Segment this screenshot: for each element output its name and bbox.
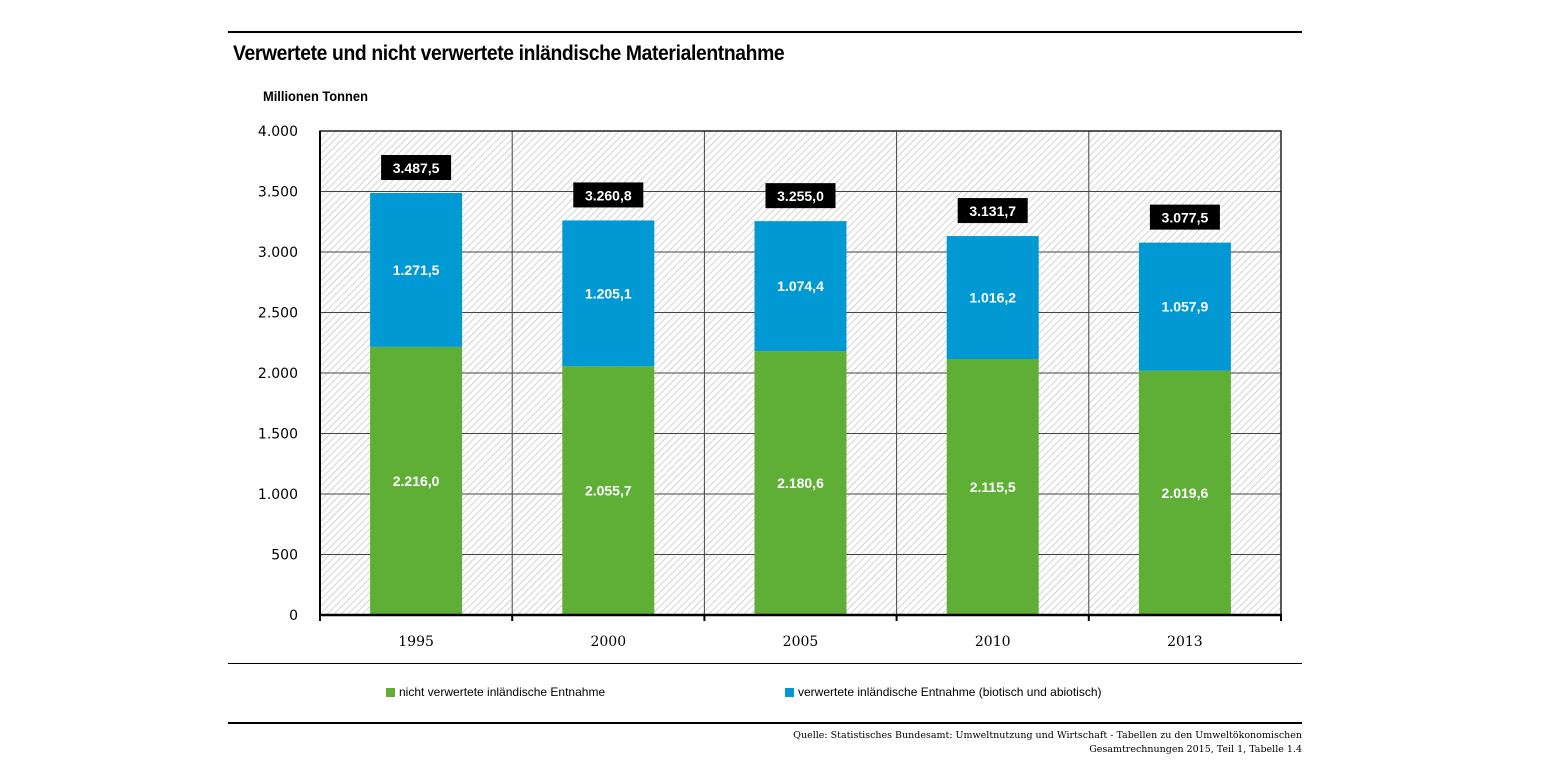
source-line-1: Quelle: Statistisches Bundesamt: Umweltn… bbox=[793, 730, 1302, 741]
legend-divider bbox=[228, 663, 1302, 664]
x-tick-label: 2000 bbox=[590, 634, 626, 650]
y-tick-label: 2.500 bbox=[258, 306, 298, 322]
total-label-box bbox=[573, 182, 644, 208]
bar-segment-2005-nicht-verwertet bbox=[754, 351, 847, 615]
bar-segment-2010-verwertet bbox=[946, 236, 1039, 360]
x-tick-label: 1995 bbox=[398, 634, 434, 650]
bar-segment-2000-verwertet bbox=[562, 220, 655, 367]
y-tick-label: 500 bbox=[271, 548, 298, 564]
legend-label: verwertete inländische Entnahme (biotisc… bbox=[798, 685, 1102, 699]
bar-value-label: 1.016,2 bbox=[969, 290, 1016, 306]
bar-value-label: 1.205,1 bbox=[585, 285, 632, 301]
total-label-box bbox=[765, 183, 836, 209]
legend-label: nicht verwertete inländische Entnahme bbox=[399, 685, 606, 699]
legend-item-nicht-verwertete: nicht verwertete inländische Entnahme bbox=[386, 685, 605, 699]
y-tick-label: 1.500 bbox=[258, 427, 298, 443]
bar-segment-2013-nicht-verwertet bbox=[1138, 370, 1231, 615]
legend-swatch-blue bbox=[785, 687, 794, 697]
bar-segment-2005-verwertet bbox=[754, 221, 847, 352]
legend-item-verwertete: verwertete inländische Entnahme (biotisc… bbox=[785, 685, 1102, 699]
bars bbox=[370, 193, 1231, 615]
total-value-label: 3.077,5 bbox=[1162, 210, 1209, 226]
y-tick-label: 0 bbox=[289, 608, 298, 624]
y-tick-label: 3.500 bbox=[258, 185, 298, 201]
y-tick-label: 3.000 bbox=[258, 245, 298, 261]
bar-segment-2000-nicht-verwertet bbox=[562, 366, 655, 615]
source-note: Quelle: Statistisches Bundesamt: Umweltn… bbox=[793, 729, 1302, 757]
total-label-box bbox=[1149, 204, 1220, 230]
bar-segment-2013-verwertet bbox=[1138, 242, 1231, 371]
chart-title: Verwertete und nicht verwertete inländis… bbox=[233, 42, 785, 65]
x-tick-label: 2005 bbox=[783, 634, 819, 650]
bar-value-label: 1.074,4 bbox=[777, 278, 824, 294]
source-line-2: Gesamtrechnungen 2015, Teil 1, Tabelle 1… bbox=[1089, 744, 1302, 755]
axes bbox=[319, 130, 1282, 621]
bar-value-label: 1.271,5 bbox=[393, 262, 440, 278]
bar-value-label: 2.115,5 bbox=[970, 479, 1016, 495]
y-axis-unit-label: Millionen Tonnen bbox=[263, 88, 368, 104]
total-label-box bbox=[957, 198, 1028, 224]
total-value-label: 3.131,7 bbox=[969, 203, 1016, 219]
total-value-label: 3.260,8 bbox=[585, 187, 632, 203]
y-tick-label: 1.000 bbox=[258, 487, 298, 503]
bar-value-label: 2.216,0 bbox=[393, 473, 440, 489]
source-divider bbox=[228, 722, 1302, 724]
total-value-label: 3.487,5 bbox=[393, 160, 440, 176]
bar-value-label: 2.180,6 bbox=[777, 475, 824, 491]
x-tick-label: 2013 bbox=[1167, 634, 1203, 650]
x-tick-label: 2010 bbox=[975, 634, 1011, 650]
y-tick-label: 2.000 bbox=[258, 366, 298, 382]
bar-segment-1995-verwertet bbox=[370, 193, 463, 347]
y-tick-label: 4.000 bbox=[258, 124, 298, 140]
labels: 0 500 1.000 1.500 2.000 2.500 3.000 3.500 4.000 2… bbox=[258, 124, 1220, 650]
bar-value-label: 2.019,6 bbox=[1162, 485, 1209, 501]
top-rule bbox=[228, 31, 1302, 33]
bar-value-label: 2.055,7 bbox=[585, 483, 632, 499]
legend-swatch-green bbox=[386, 687, 395, 697]
bar-segment-1995-nicht-verwertet bbox=[370, 346, 463, 615]
bar-segment-2010-nicht-verwertet bbox=[946, 359, 1039, 615]
bar-value-label: 1.057,9 bbox=[1162, 299, 1209, 315]
total-label-box bbox=[381, 155, 452, 181]
total-value-label: 3.255,0 bbox=[777, 188, 824, 204]
